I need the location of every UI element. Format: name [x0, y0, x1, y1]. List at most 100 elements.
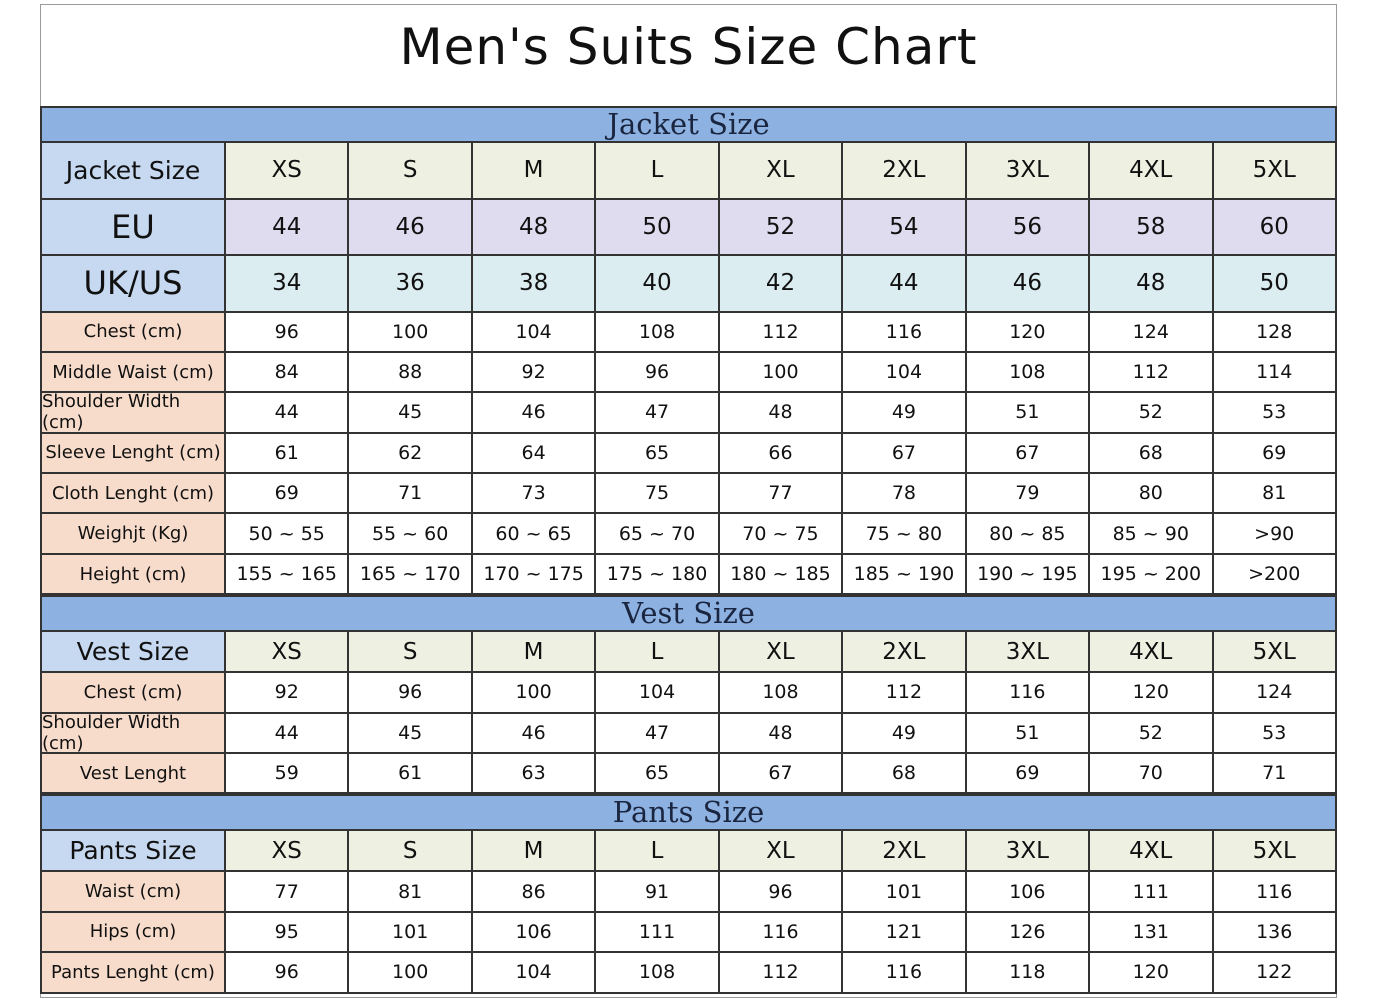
row-label: Weighjt (Kg)	[42, 514, 226, 553]
table-cell: 111	[1090, 872, 1214, 911]
size-header-cell: XL	[719, 143, 844, 198]
table-cell: 195 ~ 200	[1090, 554, 1214, 594]
size-header-cell: S	[349, 143, 473, 198]
table-cell: 116	[843, 953, 967, 992]
table-cell: 111	[596, 912, 720, 952]
size-header-cell: L	[596, 143, 720, 198]
table-cell: 106	[473, 912, 597, 952]
table-cell: 175 ~ 180	[596, 554, 720, 594]
table-cell: 165 ~ 170	[349, 554, 473, 594]
table-cell: 34	[226, 256, 350, 311]
table-cell: 77	[226, 872, 350, 911]
size-header-cell: 2XL	[843, 143, 967, 198]
table-cell: 136	[1256, 920, 1293, 943]
table-cell: 79	[967, 474, 1091, 513]
table-cell: 73	[473, 474, 597, 513]
size-header-cell: 3XL	[966, 632, 1091, 672]
size-header-cell: M	[472, 632, 597, 672]
table-cell: 185 ~ 190	[843, 554, 967, 594]
vest-section-title: Vest Size	[42, 595, 1335, 633]
table-cell: 64	[473, 433, 597, 473]
jacket-table-row: UK/US 34 36 38 40 42 44 46 48 50	[42, 256, 1335, 313]
table-cell: 92	[473, 352, 597, 392]
table-cell: 108	[967, 352, 1091, 392]
size-chart-table: Jacket Size Jacket Size XS S M L XL 2XL 3XL 4XL 5X…	[40, 106, 1337, 994]
table-cell: 44	[226, 713, 350, 753]
table-cell: 96	[349, 673, 473, 712]
table-cell: 38	[472, 256, 597, 311]
table-cell: 69	[967, 754, 1091, 793]
row-label: Cloth Lenght (cm)	[42, 474, 226, 513]
table-cell: 65	[596, 433, 720, 473]
row-label: Hips (cm)	[42, 912, 226, 952]
size-header-cell: XL	[719, 831, 844, 871]
table-cell: 44	[226, 199, 350, 254]
table-cell: 48	[720, 713, 844, 753]
table-cell: 104	[473, 312, 597, 351]
jacket-table-row: Height (cm) 155 ~ 165 165 ~ 170 170 ~ 175 17…	[42, 554, 1335, 596]
table-cell: 96	[720, 872, 844, 911]
table-cell: 122	[1256, 961, 1293, 984]
table-cell: 86	[473, 872, 597, 911]
table-cell: 85 ~ 90	[1090, 514, 1214, 553]
table-cell: 59	[226, 754, 350, 793]
table-cell: 50	[596, 199, 720, 254]
table-cell: 80 ~ 85	[967, 514, 1091, 553]
table-cell: 51	[967, 393, 1091, 432]
table-cell: 63	[473, 754, 597, 793]
table-cell: 53	[1262, 401, 1287, 424]
table-cell: 131	[1090, 912, 1214, 952]
table-cell: 47	[596, 713, 720, 753]
table-cell: >90	[1254, 522, 1295, 545]
table-cell: 126	[967, 912, 1091, 952]
table-cell: 54	[843, 199, 967, 254]
table-cell: 112	[720, 953, 844, 992]
size-header-cell: 4XL	[1090, 632, 1214, 672]
table-cell: 48	[720, 393, 844, 432]
size-header-cell: XL	[719, 632, 844, 672]
table-cell: 46	[966, 256, 1091, 311]
row-label: Sleeve Lenght (cm)	[42, 433, 226, 473]
jacket-table-row: Chest (cm) 96 100 104 108 112 116 120 124 128	[42, 312, 1335, 353]
table-cell: 50	[1213, 256, 1335, 311]
table-cell: 50 ~ 55	[226, 514, 350, 553]
table-cell: 48	[472, 199, 597, 254]
pants-table-row: Waist (cm) 77 81 86 91 96 101 106 111 116	[42, 872, 1335, 913]
page-title: Men's Suits Size Chart	[399, 18, 978, 76]
table-cell: 95	[226, 912, 350, 952]
row-label: Chest (cm)	[42, 312, 226, 351]
row-label: Shoulder Width (cm)	[42, 391, 226, 433]
table-cell: 78	[843, 474, 967, 513]
row-label: Middle Waist (cm)	[42, 352, 226, 392]
size-header-cell: L	[596, 831, 720, 871]
vest-table-row: Shoulder Width (cm) 44 45 46 47 48 49 51 52 53	[42, 712, 1335, 755]
table-cell: 81	[1262, 482, 1287, 505]
size-header-cell: XS	[226, 831, 350, 871]
row-label: Jacket Size	[42, 143, 226, 198]
jacket-table-row: Shoulder Width (cm) 44 45 46 47 48 49 51 52 53	[42, 391, 1335, 434]
row-label: Pants Size	[42, 831, 226, 871]
table-cell: 65	[596, 754, 720, 793]
row-label: Pants Lenght (cm)	[42, 953, 226, 992]
table-cell: 128	[1256, 320, 1293, 343]
size-header-cell: 5XL	[1213, 143, 1335, 198]
table-cell: 68	[1090, 433, 1214, 473]
table-cell: 104	[596, 673, 720, 712]
table-cell: 112	[1090, 352, 1214, 392]
size-header-cell: L	[596, 632, 720, 672]
table-cell: 58	[1090, 199, 1214, 254]
table-cell: 116	[720, 912, 844, 952]
pants-table-row: Pants Lenght (cm) 96 100 104 108 112 116 118 120…	[42, 953, 1335, 994]
jacket-table-row: Weighjt (Kg) 50 ~ 55 55 ~ 60 60 ~ 65 65 ~ 70…	[42, 514, 1335, 555]
table-cell: 190 ~ 195	[967, 554, 1091, 594]
table-cell: 120	[967, 312, 1091, 351]
table-cell: 75	[596, 474, 720, 513]
table-cell: 92	[226, 673, 350, 712]
jacket-table-row: Sleeve Lenght (cm) 61 62 64 65 66 67 67 68 69	[42, 433, 1335, 475]
table-cell: 100	[473, 673, 597, 712]
table-cell: 65 ~ 70	[596, 514, 720, 553]
table-cell: 116	[843, 312, 967, 351]
table-cell: 62	[349, 433, 473, 473]
table-cell: 77	[720, 474, 844, 513]
table-cell: 71	[1262, 762, 1287, 785]
